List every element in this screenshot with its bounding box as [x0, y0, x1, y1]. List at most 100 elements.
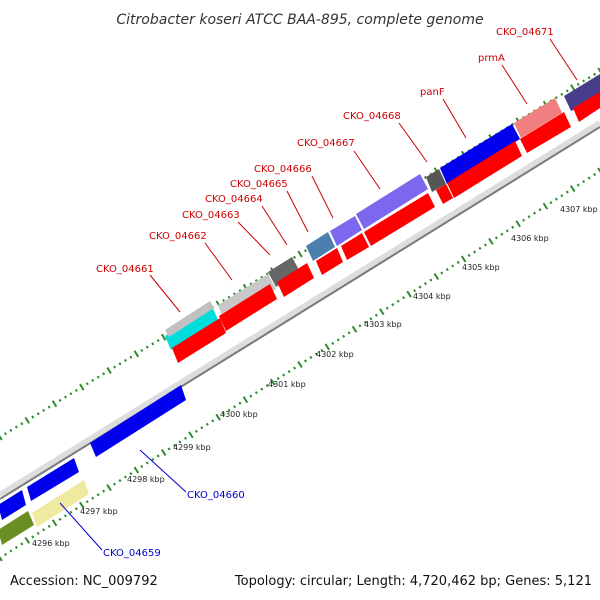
- gene-feature-cko-04667[interactable]: [426, 169, 446, 192]
- scale-tick: [549, 201, 553, 205]
- gene-feature-cko-04663[interactable]: [268, 257, 300, 287]
- scale-tick: [297, 361, 303, 368]
- scale-tick: [488, 237, 494, 245]
- scale-tick: [79, 501, 85, 509]
- gene-leader-line: [501, 64, 528, 105]
- scale-tick: [440, 271, 444, 275]
- scale-tick: [160, 448, 167, 456]
- gene-label[interactable]: CKO_04668: [343, 111, 401, 122]
- scale-tick-label: 4302 kbp: [316, 350, 354, 359]
- gene-feature-cko-04666[interactable]: [356, 174, 428, 229]
- scale-tick: [140, 464, 144, 469]
- cds-feature[interactable]: [447, 141, 522, 198]
- gene-label[interactable]: CKO_04659: [103, 548, 161, 559]
- inner-tick-ring: [0, 167, 600, 562]
- gene-label[interactable]: CKO_04664: [205, 194, 263, 205]
- gene-feature-cko-04664[interactable]: [306, 232, 335, 261]
- scale-tick: [145, 345, 149, 349]
- scale-tick-label: 4297 kbp: [80, 507, 118, 516]
- scale-tick: [74, 388, 78, 392]
- scale-tick: [351, 325, 358, 333]
- scale-tick: [282, 373, 286, 377]
- scale-tick: [554, 96, 558, 100]
- scale-tick: [363, 320, 367, 324]
- scale-tick: [260, 387, 264, 391]
- scale-tick: [205, 422, 209, 426]
- gene-label[interactable]: prmA: [478, 53, 505, 64]
- cds-feature[interactable]: [219, 284, 277, 331]
- scale-tick: [565, 89, 569, 93]
- gene-label[interactable]: CKO_04667: [297, 138, 355, 149]
- scale-tick-label: 4305 kbp: [462, 263, 500, 272]
- gene-label[interactable]: CKO_04671: [496, 27, 554, 38]
- scale-tick: [9, 549, 13, 553]
- scale-tick: [113, 482, 117, 486]
- scale-tick-label: 4306 kbp: [511, 234, 549, 243]
- scale-tick: [58, 517, 62, 521]
- gene-label[interactable]: CKO_04665: [230, 179, 288, 190]
- scale-tick: [24, 416, 30, 424]
- cds-feature[interactable]: [436, 184, 453, 204]
- cds-feature[interactable]: [316, 248, 343, 275]
- scale-tick: [194, 429, 198, 433]
- scale-tick: [511, 225, 515, 229]
- scale-tick: [423, 175, 427, 180]
- scale-tick: [58, 398, 62, 402]
- scale-tick: [51, 400, 58, 408]
- gene-feature-cko-04661[interactable]: [165, 306, 218, 350]
- scale-tick: [445, 267, 449, 272]
- scale-tick: [215, 413, 221, 421]
- scale-tick: [597, 167, 600, 173]
- gene-label[interactable]: CKO_04663: [182, 210, 240, 221]
- cds-feature[interactable]: [90, 385, 186, 457]
- scale-tick: [303, 359, 307, 363]
- scale-tick: [269, 378, 276, 386]
- scale-tick: [113, 365, 117, 369]
- cds-feature[interactable]: [364, 193, 435, 246]
- cds-feature[interactable]: [520, 112, 571, 153]
- scale-tick: [91, 378, 95, 382]
- scale-tick: [314, 352, 318, 356]
- scale-tick: [47, 405, 51, 409]
- cds-feature[interactable]: [341, 233, 369, 260]
- scale-tick: [42, 408, 46, 412]
- gene-leader-line: [261, 205, 288, 246]
- scale-tick: [560, 92, 564, 96]
- genome-backbone-shadow: [0, 126, 600, 500]
- cds-feature[interactable]: [573, 92, 600, 122]
- scale-tick: [511, 122, 515, 126]
- gene-label[interactable]: CKO_04661: [96, 264, 154, 275]
- scale-tick: [36, 412, 40, 416]
- scale-tick: [85, 382, 89, 386]
- cds-feature[interactable]: [27, 458, 79, 501]
- scale-tick: [423, 282, 427, 286]
- scale-tick: [324, 343, 331, 351]
- cds-feature[interactable]: [0, 490, 26, 520]
- gene-feature-panf[interactable]: [514, 98, 562, 138]
- scale-tick: [3, 432, 7, 436]
- scale-tick: [287, 369, 291, 374]
- gene-labels-forward: CKO_04661 CKO_04662 CKO_04663 CKO_04664 CKO_…: [96, 27, 578, 313]
- scale-tick: [151, 457, 155, 462]
- scale-tick: [63, 395, 67, 399]
- scale-tick: [533, 211, 537, 215]
- gene-label[interactable]: CKO_04660: [187, 490, 245, 501]
- scale-tick: [515, 220, 521, 228]
- gene-feature-cko-04661-grey[interactable]: [165, 301, 214, 337]
- gene-label[interactable]: panF: [420, 87, 445, 98]
- scale-tick: [374, 313, 378, 317]
- scale-tick: [69, 392, 73, 396]
- gene-feature-cko-04665[interactable]: [330, 216, 362, 246]
- cds-feature[interactable]: [0, 511, 34, 545]
- scale-tick: [336, 338, 340, 342]
- scale-tick-label: 4307 kbp: [560, 205, 598, 214]
- cds-feature[interactable]: [277, 263, 314, 297]
- scale-tick: [85, 500, 89, 504]
- scale-tick: [178, 440, 182, 444]
- scale-tick: [303, 249, 307, 253]
- gene-feature-cko-04668[interactable]: [440, 124, 520, 184]
- cds-feature[interactable]: [172, 318, 226, 363]
- gene-label[interactable]: CKO_04666: [254, 164, 312, 175]
- gene-label[interactable]: CKO_04662: [149, 231, 207, 242]
